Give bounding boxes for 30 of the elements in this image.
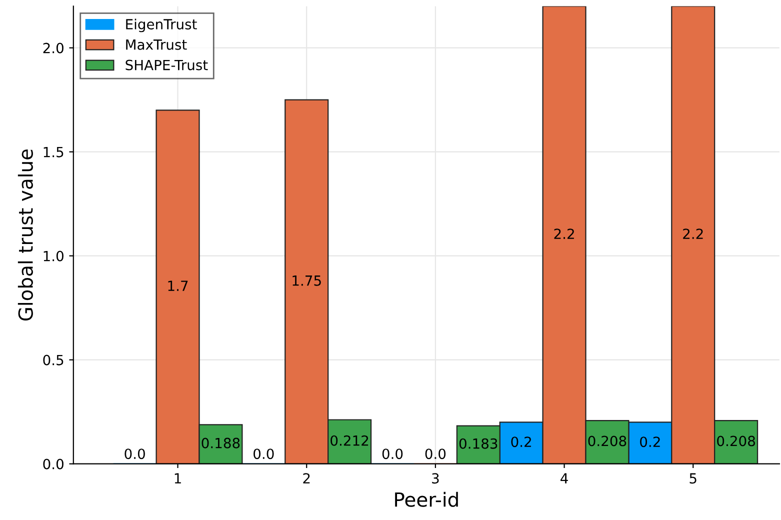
y-axis-title: Global trust value — [18, 149, 33, 321]
legend-label: SHAPE-Trust — [126, 60, 208, 70]
x-axis-title: Peer-id — [395, 492, 458, 507]
data-label: 2.2 — [554, 228, 574, 239]
data-label: 0.208 — [588, 436, 626, 446]
data-label: 1.75 — [292, 276, 321, 286]
data-label: 0.0 — [254, 448, 274, 460]
data-label: 2.2 — [683, 228, 703, 239]
data-label: 1.7 — [168, 280, 188, 291]
x-tick-label: 2 — [303, 473, 310, 484]
legend-label: MaxTrust — [126, 40, 187, 50]
data-label: 0.0 — [124, 448, 145, 460]
data-label: 0.2 — [640, 436, 660, 448]
data-label: 0.0 — [382, 448, 403, 460]
y-tick-label: 2.0 — [43, 42, 64, 54]
y-tick-label: 0.5 — [43, 354, 64, 366]
data-label: 0.188 — [202, 438, 240, 448]
x-tick-label: 1 — [174, 473, 181, 484]
legend-label: EigenTrust — [126, 18, 197, 32]
x-tick-label: 5 — [690, 473, 696, 484]
x-tick-label: 4 — [560, 473, 568, 484]
data-label: 0.208 — [717, 436, 755, 446]
y-tick-label: 1.0 — [44, 250, 64, 262]
data-label: 0.212 — [330, 435, 368, 446]
data-label: 0.2 — [511, 436, 531, 448]
x-tick-label: 3 — [432, 473, 439, 484]
data-label: 0.0 — [425, 448, 446, 460]
data-label: 0.183 — [459, 438, 498, 449]
y-tick-label: 1.5 — [44, 146, 64, 158]
y-tick-label: 0.0 — [43, 458, 64, 470]
